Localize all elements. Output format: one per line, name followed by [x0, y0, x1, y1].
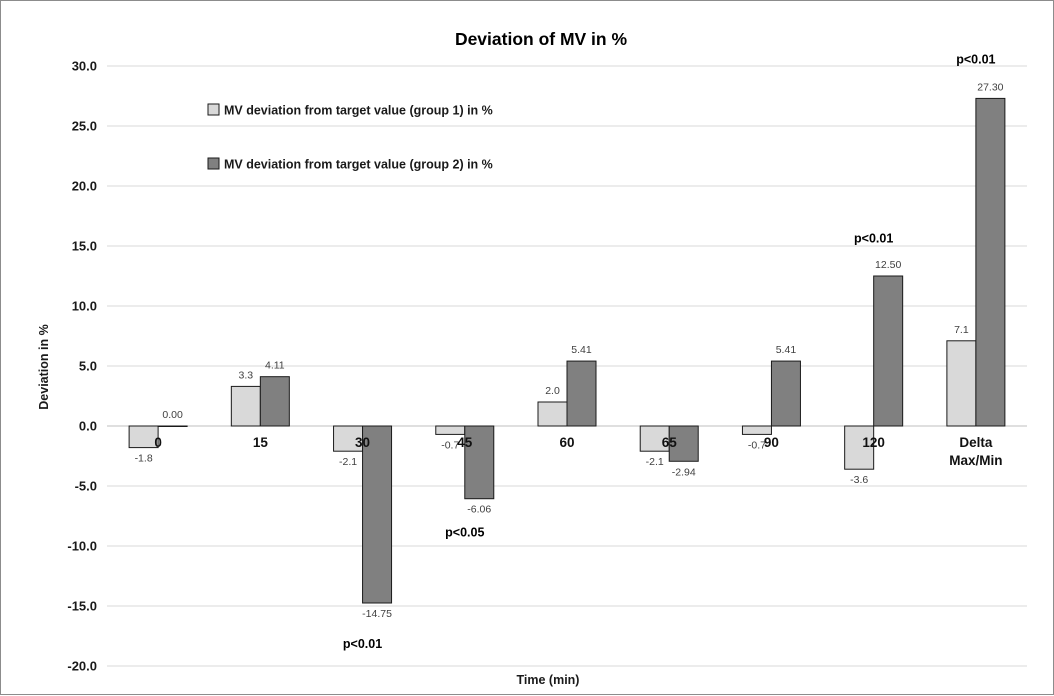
y-tick-label: -15.0 — [67, 599, 97, 614]
legend-label: MV deviation from target value (group 1)… — [224, 104, 493, 118]
data-label: 3.3 — [239, 369, 254, 381]
bar-series1 — [435, 425, 466, 435]
x-tick-label: 60 — [559, 435, 574, 450]
x-tick-label: 45 — [457, 435, 473, 450]
y-tick-label: 10.0 — [72, 299, 97, 314]
bar-series2 — [873, 275, 904, 427]
y-axis-title: Deviation in % — [37, 324, 51, 409]
data-label: 4.11 — [265, 360, 285, 372]
data-label: 12.50 — [875, 259, 901, 271]
data-label: -0.7 — [441, 439, 459, 451]
data-label: 0.00 — [162, 409, 183, 421]
data-label: 5.41 — [776, 344, 797, 356]
data-label: 7.1 — [954, 324, 969, 336]
significance-label: p<0.01 — [854, 231, 893, 245]
data-label: -2.94 — [672, 466, 696, 478]
data-label: -2.1 — [339, 456, 357, 468]
x-tick-label: 15 — [253, 435, 269, 450]
x-tick-label: 65 — [662, 435, 678, 450]
chart-title: Deviation of MV in % — [455, 29, 628, 49]
y-tick-label: 5.0 — [79, 359, 97, 374]
bar-series2 — [668, 425, 699, 462]
bar-series1 — [128, 425, 159, 449]
data-label: -14.75 — [362, 608, 392, 620]
data-label: -2.1 — [646, 456, 664, 468]
data-label: -3.6 — [850, 474, 868, 486]
bar-series2 — [975, 97, 1006, 427]
legend: MV deviation from target value (group 1)… — [207, 103, 493, 172]
x-tick-label: 0 — [154, 435, 162, 450]
x-tick-label: 90 — [764, 435, 779, 450]
significance-label: p<0.01 — [343, 637, 382, 651]
bar-series2 — [259, 376, 290, 427]
bar-series1 — [333, 425, 364, 452]
significance-label: p<0.01 — [956, 53, 995, 67]
bars — [128, 97, 1006, 604]
significance-label: p<0.05 — [445, 525, 484, 539]
bar-series1 — [230, 385, 261, 427]
bar-series1 — [741, 425, 772, 435]
legend-swatch — [207, 157, 220, 170]
x-axis-title: Time (min) — [517, 673, 580, 687]
y-tick-label: -20.0 — [67, 659, 97, 674]
x-tick-label: 120 — [862, 435, 885, 450]
y-tick-label: 20.0 — [72, 179, 97, 194]
y-tick-label: 30.0 — [72, 59, 97, 74]
bar-series2 — [362, 425, 393, 604]
data-label: -6.06 — [467, 504, 491, 516]
data-label: -0.7 — [748, 439, 766, 451]
y-tick-label: -5.0 — [75, 479, 97, 494]
data-label: 5.41 — [571, 344, 592, 356]
bar-series1 — [844, 425, 875, 470]
bar-series1 — [946, 340, 977, 427]
legend-swatch — [207, 103, 220, 116]
labels: 30.0 25.0 20.0 15.0 10.0 5.0 0.0 -5.0 -10.0 -15.0… — [67, 53, 1003, 674]
bar-series2 — [770, 360, 801, 427]
data-label: 2.0 — [545, 385, 560, 397]
y-tick-label: 0.0 — [79, 419, 97, 434]
y-tick-label: 25.0 — [72, 119, 97, 134]
bar-series2 — [157, 425, 188, 427]
data-label: 27.30 — [977, 81, 1003, 93]
data-label: -1.8 — [135, 453, 153, 465]
bar-series1 — [537, 401, 568, 427]
y-tick-label: -10.0 — [67, 539, 97, 554]
bar-series2 — [566, 360, 597, 427]
y-tick-label: 15.0 — [72, 239, 97, 254]
x-tick-label: 30 — [355, 435, 370, 450]
bar-series2 — [464, 425, 495, 500]
legend-label: MV deviation from target value (group 2)… — [224, 158, 493, 172]
x-tick-label: Delta Max/Min — [949, 435, 1002, 468]
